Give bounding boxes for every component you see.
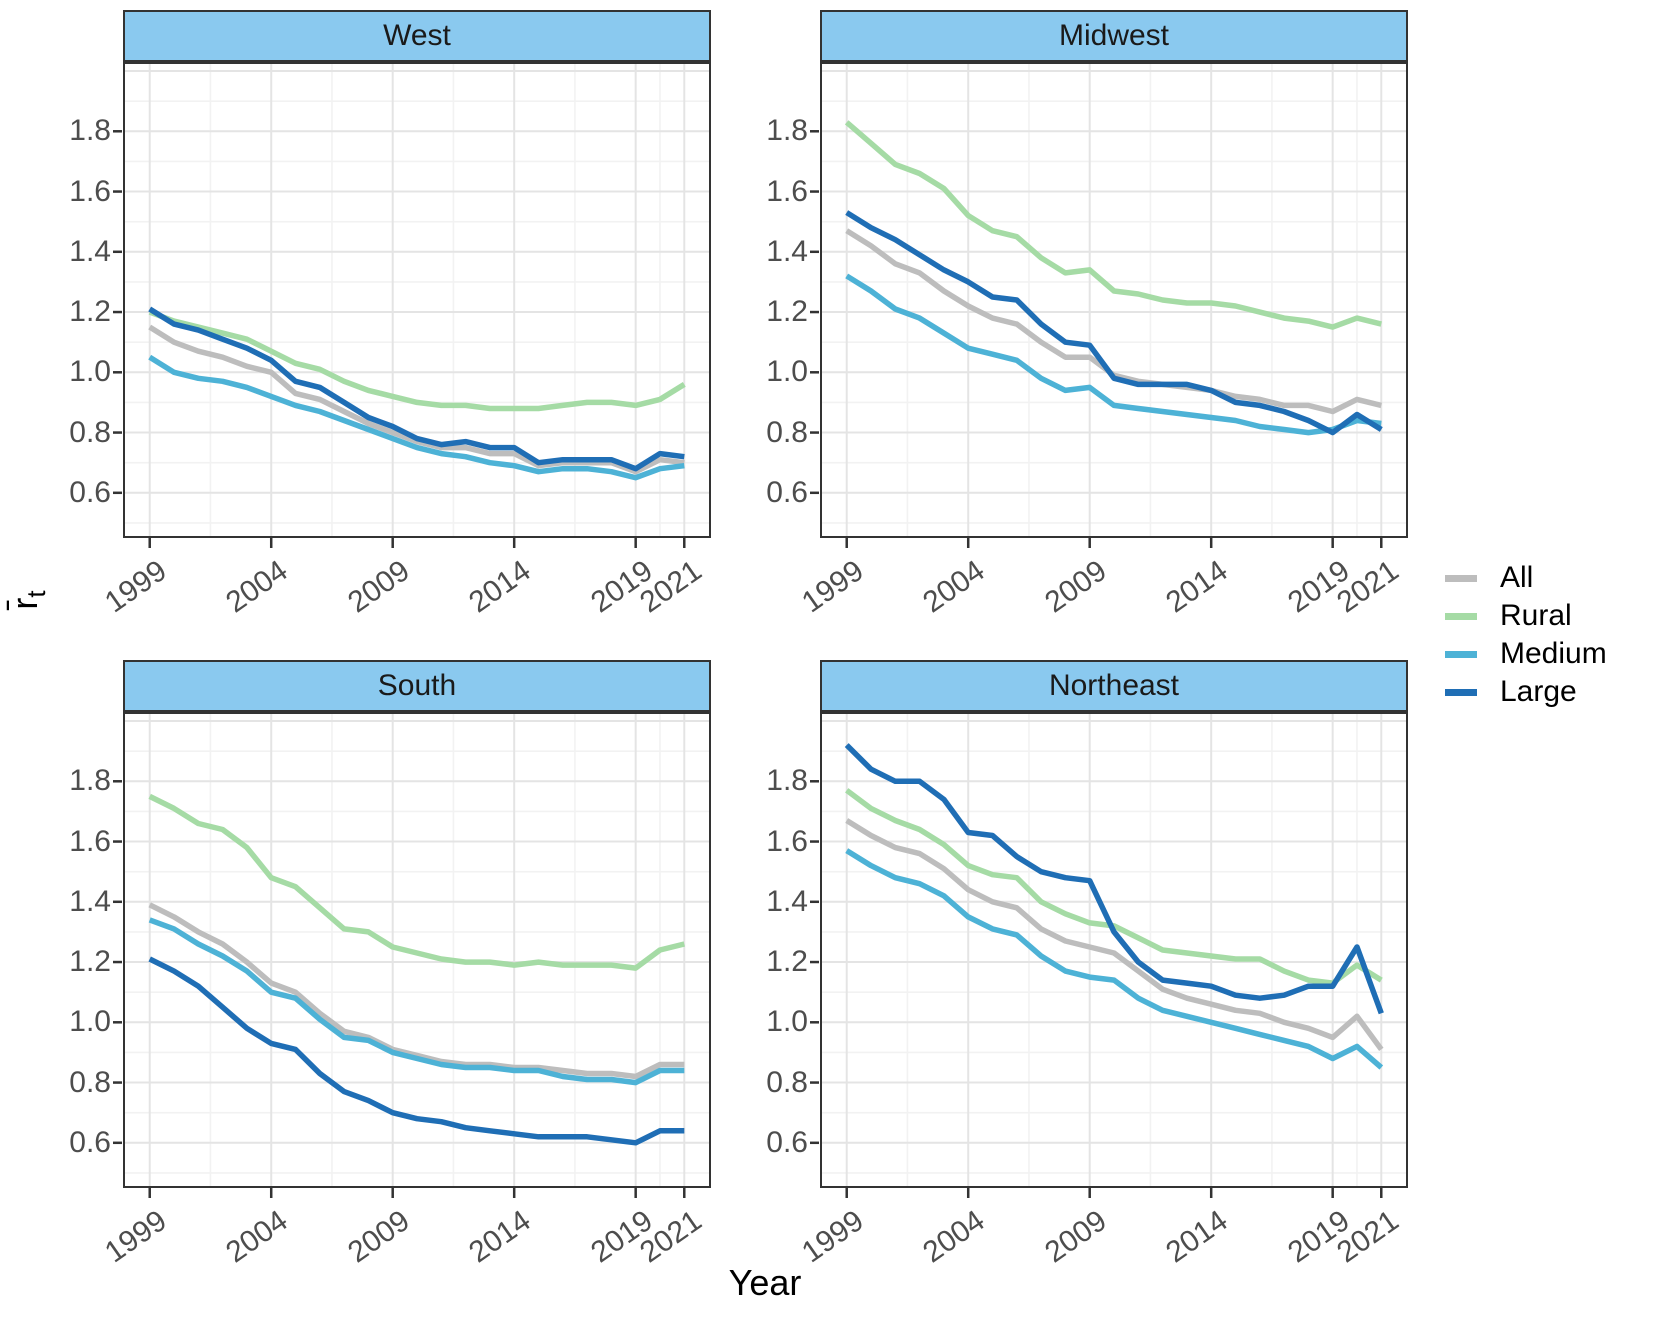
legend-label: Medium [1500,637,1607,670]
panel-border [123,62,711,538]
x-tick-label: 1999 [99,554,173,620]
x-tick-label: 2004 [220,554,295,620]
y-tick-label: 1.8 [766,764,808,798]
facet-panel-northeast [810,712,1408,1198]
panel-area [123,712,711,1188]
x-tick-label: 1999 [796,1204,870,1270]
x-tick-label: 2004 [917,554,992,620]
facet-title: Midwest [1058,19,1170,52]
series-line-all [845,818,1384,1052]
y-tick-label: 1.6 [766,824,808,858]
x-tick-label: 2014 [1160,1204,1235,1270]
y-tick-label: 0.6 [766,1125,808,1159]
y-tick-label: 0.8 [766,415,808,449]
legend-key-all-icon [1445,574,1477,582]
panel-area [820,62,1408,538]
y-tick-label: 1.4 [69,234,111,268]
y-tick-label: 1.2 [69,295,111,329]
legend-key-large-icon [1445,688,1477,696]
facet-panel-midwest [810,62,1408,548]
legend-entry-large: Large [1445,673,1607,711]
legend-entry-rural: Rural [1445,597,1607,635]
facet-panel-south [113,712,711,1198]
series-line-medium [148,354,685,481]
y-tick-label: 0.8 [766,1065,808,1099]
series-line-large [148,306,685,472]
x-tick-label: 2009 [342,1204,416,1270]
panel-border [123,712,711,1188]
legend-label: Rural [1500,599,1572,632]
facet-title: West [383,19,451,52]
series-line-rural [148,793,685,971]
legend-label: Large [1500,675,1577,708]
facet-title: South [377,669,457,702]
legend: All Rural Medium Large [1445,559,1607,711]
y-tick-label: 1.0 [766,355,808,389]
y-tick-label: 1.8 [766,114,808,148]
legend-label: All [1500,561,1534,594]
series-line-large [148,956,685,1146]
series-line-all [148,902,685,1080]
y-tick-label: 1.0 [69,355,111,389]
y-tick-label: 1.0 [69,1005,111,1039]
y-tick-label: 1.0 [766,1005,808,1039]
x-tick-label: 2009 [1039,554,1113,620]
panel-area [123,62,711,538]
y-tick-label: 1.6 [69,824,111,858]
x-tick-label: 1999 [99,1204,173,1270]
series-line-medium [845,273,1382,436]
facet-strip-midwest: Midwest [820,10,1408,62]
y-tick-label: 1.8 [69,764,111,798]
y-tick-label: 1.8 [69,114,111,148]
series-line-medium [148,917,685,1086]
y-tick-label: 0.8 [69,1065,111,1099]
y-axis-title-base: r̄ [3,597,45,610]
y-tick-label: 1.4 [766,884,808,918]
series-line-medium [845,848,1384,1070]
y-tick-label: 1.4 [69,884,111,918]
x-tick-label: 2014 [463,554,538,620]
series-line-large [844,743,1384,1015]
y-tick-label: 0.6 [766,475,808,509]
x-tick-label: 1999 [796,554,870,620]
facet-strip-south: South [123,660,711,712]
legend-key-rural-icon [1445,612,1477,620]
facet-strip-northeast: Northeast [820,660,1408,712]
y-tick-label: 1.2 [766,295,808,329]
y-tick-label: 1.4 [766,234,808,268]
x-tick-label: 2004 [220,1204,295,1270]
legend-entry-medium: Medium [1445,635,1607,673]
y-tick-label: 1.2 [766,945,808,979]
x-tick-label: 2014 [463,1204,538,1270]
panel-area [820,712,1408,1188]
series-line-large [845,210,1383,436]
series-line-rural [844,120,1382,330]
y-tick-label: 1.6 [69,174,111,208]
y-tick-label: 1.6 [766,174,808,208]
y-axis-title: r̄t [4,590,52,609]
y-tick-label: 0.6 [69,1125,111,1159]
y-tick-label: 0.8 [69,415,111,449]
legend-entry-all: All [1445,559,1607,597]
y-tick-label: 0.6 [69,475,111,509]
facet-strip-west: West [123,10,711,62]
y-axis-title-sub: t [21,590,52,598]
y-tick-label: 1.2 [69,945,111,979]
x-axis-title: Year [728,1262,802,1303]
x-tick-label: 2009 [342,554,416,620]
panel-border [820,62,1408,538]
legend-key-medium-icon [1445,650,1477,658]
panel-border [820,712,1408,1188]
x-tick-label: 2004 [917,1204,992,1270]
series-line-all [148,324,685,475]
series-line-rural [148,309,686,412]
x-tick-label: 2014 [1160,554,1235,620]
facet-title: Northeast [1048,669,1180,702]
facet-panel-west [113,62,711,548]
x-tick-label: 2009 [1039,1204,1113,1270]
